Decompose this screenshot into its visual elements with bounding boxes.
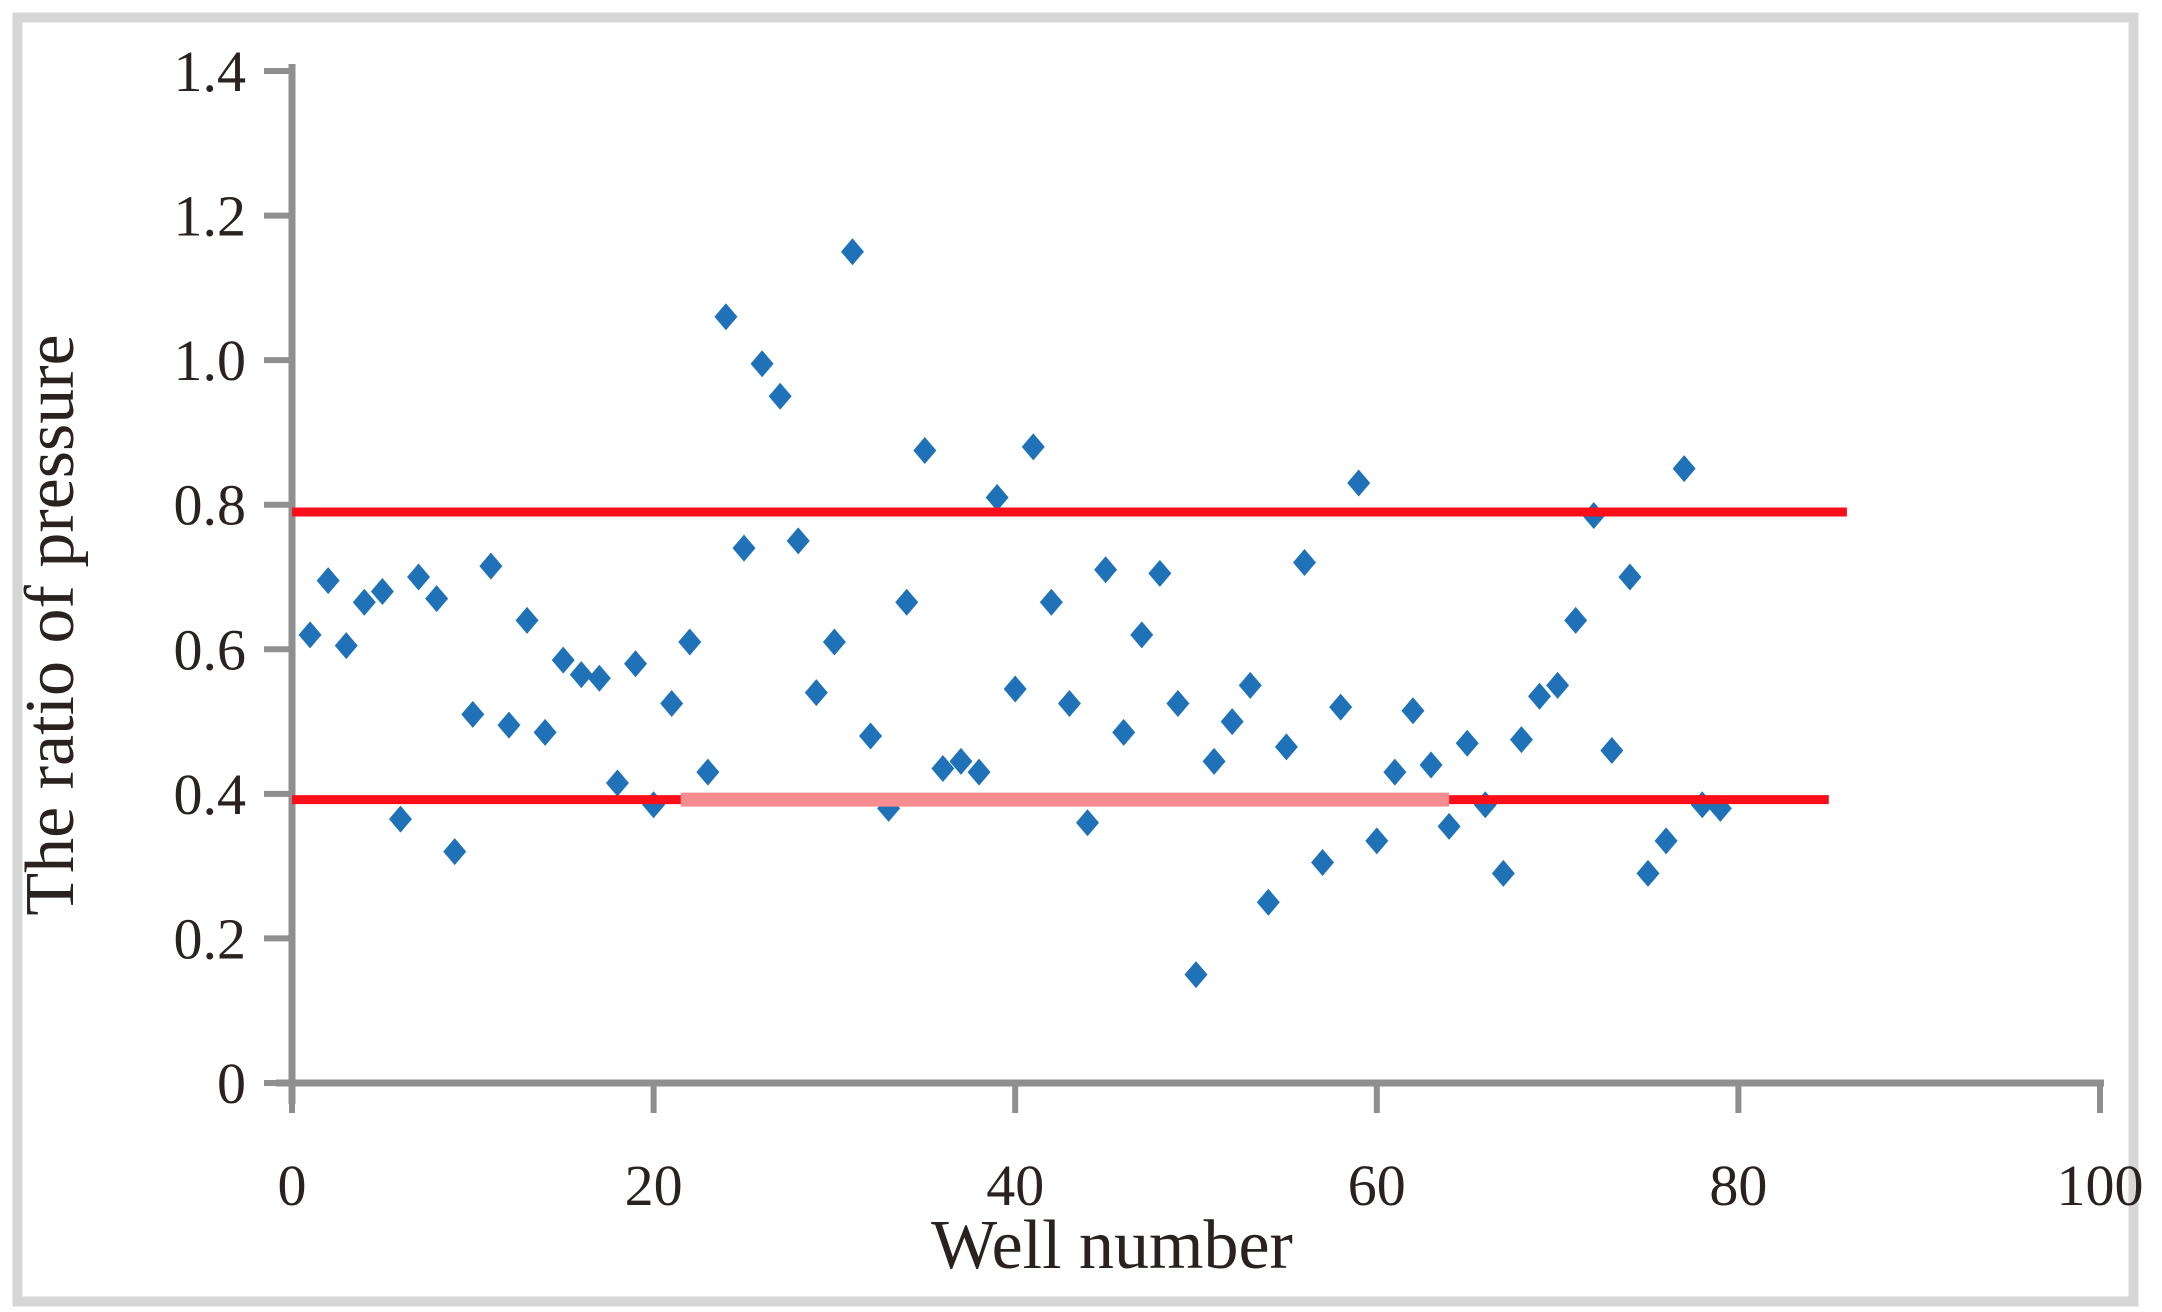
- data-point: [1672, 455, 1696, 483]
- data-point: [1419, 751, 1443, 779]
- data-point: [461, 700, 485, 728]
- x-tick-label: 0: [278, 1153, 307, 1218]
- data-point: [786, 527, 810, 555]
- data-point: [1654, 827, 1678, 855]
- data-point: [1455, 729, 1479, 757]
- data-point: [515, 606, 539, 634]
- y-tick-label: 0.8: [174, 473, 247, 538]
- data-point: [949, 747, 973, 775]
- data-point: [569, 661, 593, 689]
- data-point: [1347, 469, 1371, 497]
- data-point: [660, 690, 684, 717]
- y-axis-title: The ratio of pressure: [12, 334, 89, 915]
- data-point: [370, 577, 394, 605]
- data-point: [931, 755, 955, 783]
- data-point: [1600, 736, 1624, 764]
- data-point: [298, 621, 322, 649]
- data-point: [1021, 433, 1045, 461]
- data-point: [822, 628, 846, 656]
- data-point: [587, 664, 611, 692]
- data-point: [605, 769, 629, 797]
- data-point: [1003, 675, 1027, 703]
- data-point: [1112, 718, 1136, 746]
- x-tick-label: 60: [1348, 1153, 1406, 1218]
- data-point: [1238, 671, 1262, 699]
- x-axis-title: Well number: [931, 1207, 1293, 1284]
- x-tick-label: 80: [1709, 1153, 1767, 1218]
- data-point: [1564, 606, 1588, 634]
- x-tick-label: 20: [625, 1153, 683, 1218]
- data-point: [551, 646, 575, 674]
- data-point: [1618, 563, 1642, 591]
- data-point: [913, 437, 937, 464]
- data-point: [1256, 888, 1280, 916]
- y-tick-label: 0.6: [174, 617, 247, 682]
- y-tick-label: 0.2: [174, 906, 247, 971]
- data-point: [1383, 758, 1407, 786]
- data-point: [1094, 556, 1118, 584]
- data-point: [859, 722, 883, 750]
- data-point: [1509, 726, 1533, 754]
- data-point: [1148, 559, 1172, 587]
- data-point: [1528, 682, 1552, 710]
- x-tick-label: 40: [986, 1153, 1044, 1218]
- figure-border: [12, 12, 2139, 1307]
- y-tick-label: 0.4: [174, 762, 247, 827]
- data-point: [1130, 621, 1154, 649]
- data-point: [840, 238, 864, 266]
- data-point: [1184, 961, 1208, 989]
- data-point: [1491, 859, 1515, 887]
- data-point: [497, 711, 521, 739]
- data-point: [352, 588, 376, 616]
- data-point: [1311, 849, 1335, 877]
- data-point: [407, 563, 431, 591]
- data-point: [1274, 733, 1298, 761]
- x-tick-label: 100: [2057, 1153, 2144, 1218]
- data-point: [1220, 708, 1244, 736]
- data-point: [334, 632, 358, 660]
- data-point: [1057, 690, 1081, 717]
- data-point: [425, 585, 449, 613]
- data-point: [316, 567, 340, 595]
- y-tick-label: 1.0: [174, 328, 247, 393]
- data-point: [1202, 747, 1226, 775]
- y-tick-label: 0: [217, 1051, 246, 1116]
- data-point: [967, 758, 991, 786]
- data-point: [895, 588, 919, 616]
- data-point: [533, 718, 557, 746]
- data-point: [696, 758, 720, 786]
- data-point: [624, 650, 648, 678]
- y-tick-label: 1.2: [174, 184, 247, 249]
- data-point: [714, 303, 738, 331]
- data-point: [678, 628, 702, 656]
- data-point: [750, 350, 774, 378]
- data-point: [1076, 809, 1100, 837]
- data-point: [1437, 812, 1461, 840]
- data-point: [804, 679, 828, 707]
- data-point: [1365, 827, 1389, 855]
- data-point: [1166, 690, 1190, 717]
- data-point: [1039, 588, 1063, 616]
- data-point: [1329, 693, 1353, 721]
- y-tick-label: 1.4: [174, 39, 247, 104]
- data-point: [768, 382, 792, 410]
- data-point: [1546, 671, 1570, 699]
- data-point: [388, 805, 412, 833]
- data-point: [1292, 549, 1316, 577]
- data-point: [985, 483, 1009, 511]
- data-point: [1636, 859, 1660, 887]
- data-point: [443, 838, 467, 866]
- data-point: [1401, 697, 1425, 725]
- data-point: [479, 552, 503, 580]
- data-point: [732, 534, 756, 562]
